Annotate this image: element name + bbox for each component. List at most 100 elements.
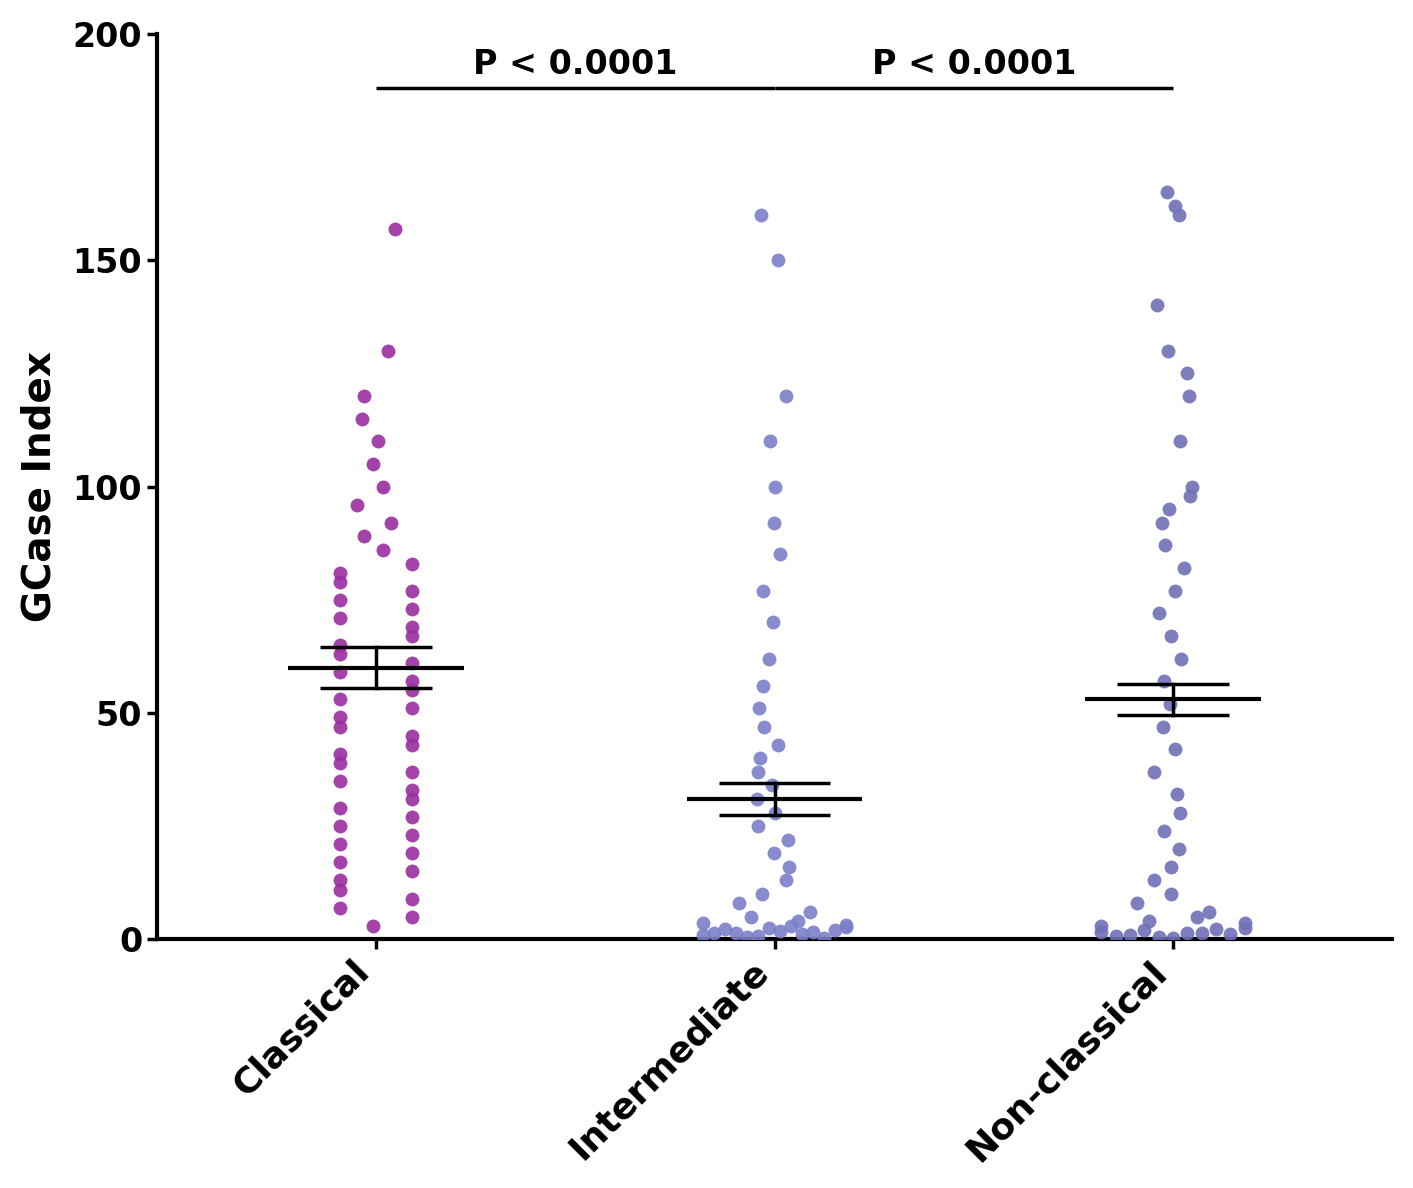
Point	[746, 927, 769, 946]
Point	[760, 776, 783, 795]
Point	[329, 816, 352, 835]
Point	[377, 341, 400, 360]
Point	[812, 929, 835, 948]
Point	[1147, 928, 1170, 947]
Point	[791, 924, 814, 943]
Point	[346, 495, 369, 514]
Point	[1186, 908, 1208, 927]
Point	[401, 626, 424, 645]
Point	[1163, 581, 1186, 600]
Point	[769, 921, 791, 940]
Point	[401, 843, 424, 862]
Point	[1164, 196, 1187, 215]
Point	[401, 599, 424, 618]
Point	[774, 386, 797, 405]
Point	[401, 671, 424, 690]
Point	[762, 613, 784, 632]
Point	[747, 763, 770, 782]
Point	[750, 885, 773, 904]
Point	[329, 608, 352, 627]
Point	[1157, 341, 1180, 360]
Point	[401, 699, 424, 718]
Point	[714, 920, 736, 939]
Point	[787, 911, 810, 930]
Point	[329, 718, 352, 737]
Point	[1156, 183, 1178, 202]
Text: P < 0.0001: P < 0.0001	[473, 49, 677, 81]
Point	[329, 645, 352, 664]
Point	[1198, 903, 1221, 922]
Point	[1205, 920, 1228, 939]
Point	[401, 889, 424, 908]
Point	[1159, 694, 1181, 713]
Point	[835, 916, 858, 935]
Point	[800, 903, 822, 922]
Point	[401, 808, 424, 827]
Point	[329, 871, 352, 890]
Point	[763, 843, 786, 862]
Point	[746, 790, 769, 809]
Point	[1133, 921, 1156, 940]
Point	[752, 718, 774, 737]
Point	[1190, 923, 1212, 942]
Point	[372, 541, 394, 560]
Point	[1154, 536, 1177, 555]
Point	[1143, 871, 1166, 890]
Point	[401, 763, 424, 782]
Point	[1143, 763, 1166, 782]
Point	[401, 726, 424, 745]
Y-axis label: GCase Index: GCase Index	[21, 352, 59, 623]
Point	[353, 526, 376, 545]
Point	[401, 908, 424, 927]
Point	[736, 928, 759, 947]
Point	[780, 917, 803, 936]
Point	[383, 219, 406, 238]
Point	[746, 816, 769, 835]
Point	[1161, 929, 1184, 948]
Point	[767, 735, 790, 754]
Point	[1157, 500, 1180, 519]
Point	[401, 735, 424, 754]
Point	[1169, 803, 1191, 822]
Point	[1178, 486, 1201, 505]
Point	[367, 431, 390, 450]
Point	[401, 861, 424, 880]
Point	[1147, 604, 1170, 623]
Point	[1146, 296, 1169, 315]
Point	[739, 908, 762, 927]
Text: P < 0.0001: P < 0.0001	[872, 49, 1075, 81]
Point	[329, 573, 352, 592]
Point	[757, 918, 780, 937]
Point	[752, 676, 774, 695]
Point	[769, 545, 791, 564]
Point	[329, 590, 352, 609]
Point	[329, 753, 352, 772]
Point	[747, 699, 770, 718]
Point	[1153, 671, 1176, 690]
Point	[350, 409, 373, 428]
Point	[372, 478, 394, 497]
Point	[353, 386, 376, 405]
Point	[1105, 927, 1128, 946]
Point	[824, 921, 846, 940]
Point	[329, 563, 352, 582]
Point	[401, 581, 424, 600]
Point	[1181, 478, 1204, 497]
Point	[1089, 922, 1112, 941]
Point	[1234, 918, 1256, 937]
Point	[329, 880, 352, 899]
Point	[329, 744, 352, 763]
Point	[1169, 431, 1191, 450]
Point	[1160, 858, 1183, 877]
Point	[777, 858, 800, 877]
Point	[401, 554, 424, 573]
Point	[1167, 206, 1190, 225]
Point	[1153, 821, 1176, 840]
Point	[1159, 885, 1181, 904]
Point	[1176, 924, 1198, 943]
Point	[750, 206, 773, 225]
Point	[329, 835, 352, 854]
Point	[1234, 914, 1256, 933]
Point	[763, 803, 786, 822]
Point	[766, 251, 788, 270]
